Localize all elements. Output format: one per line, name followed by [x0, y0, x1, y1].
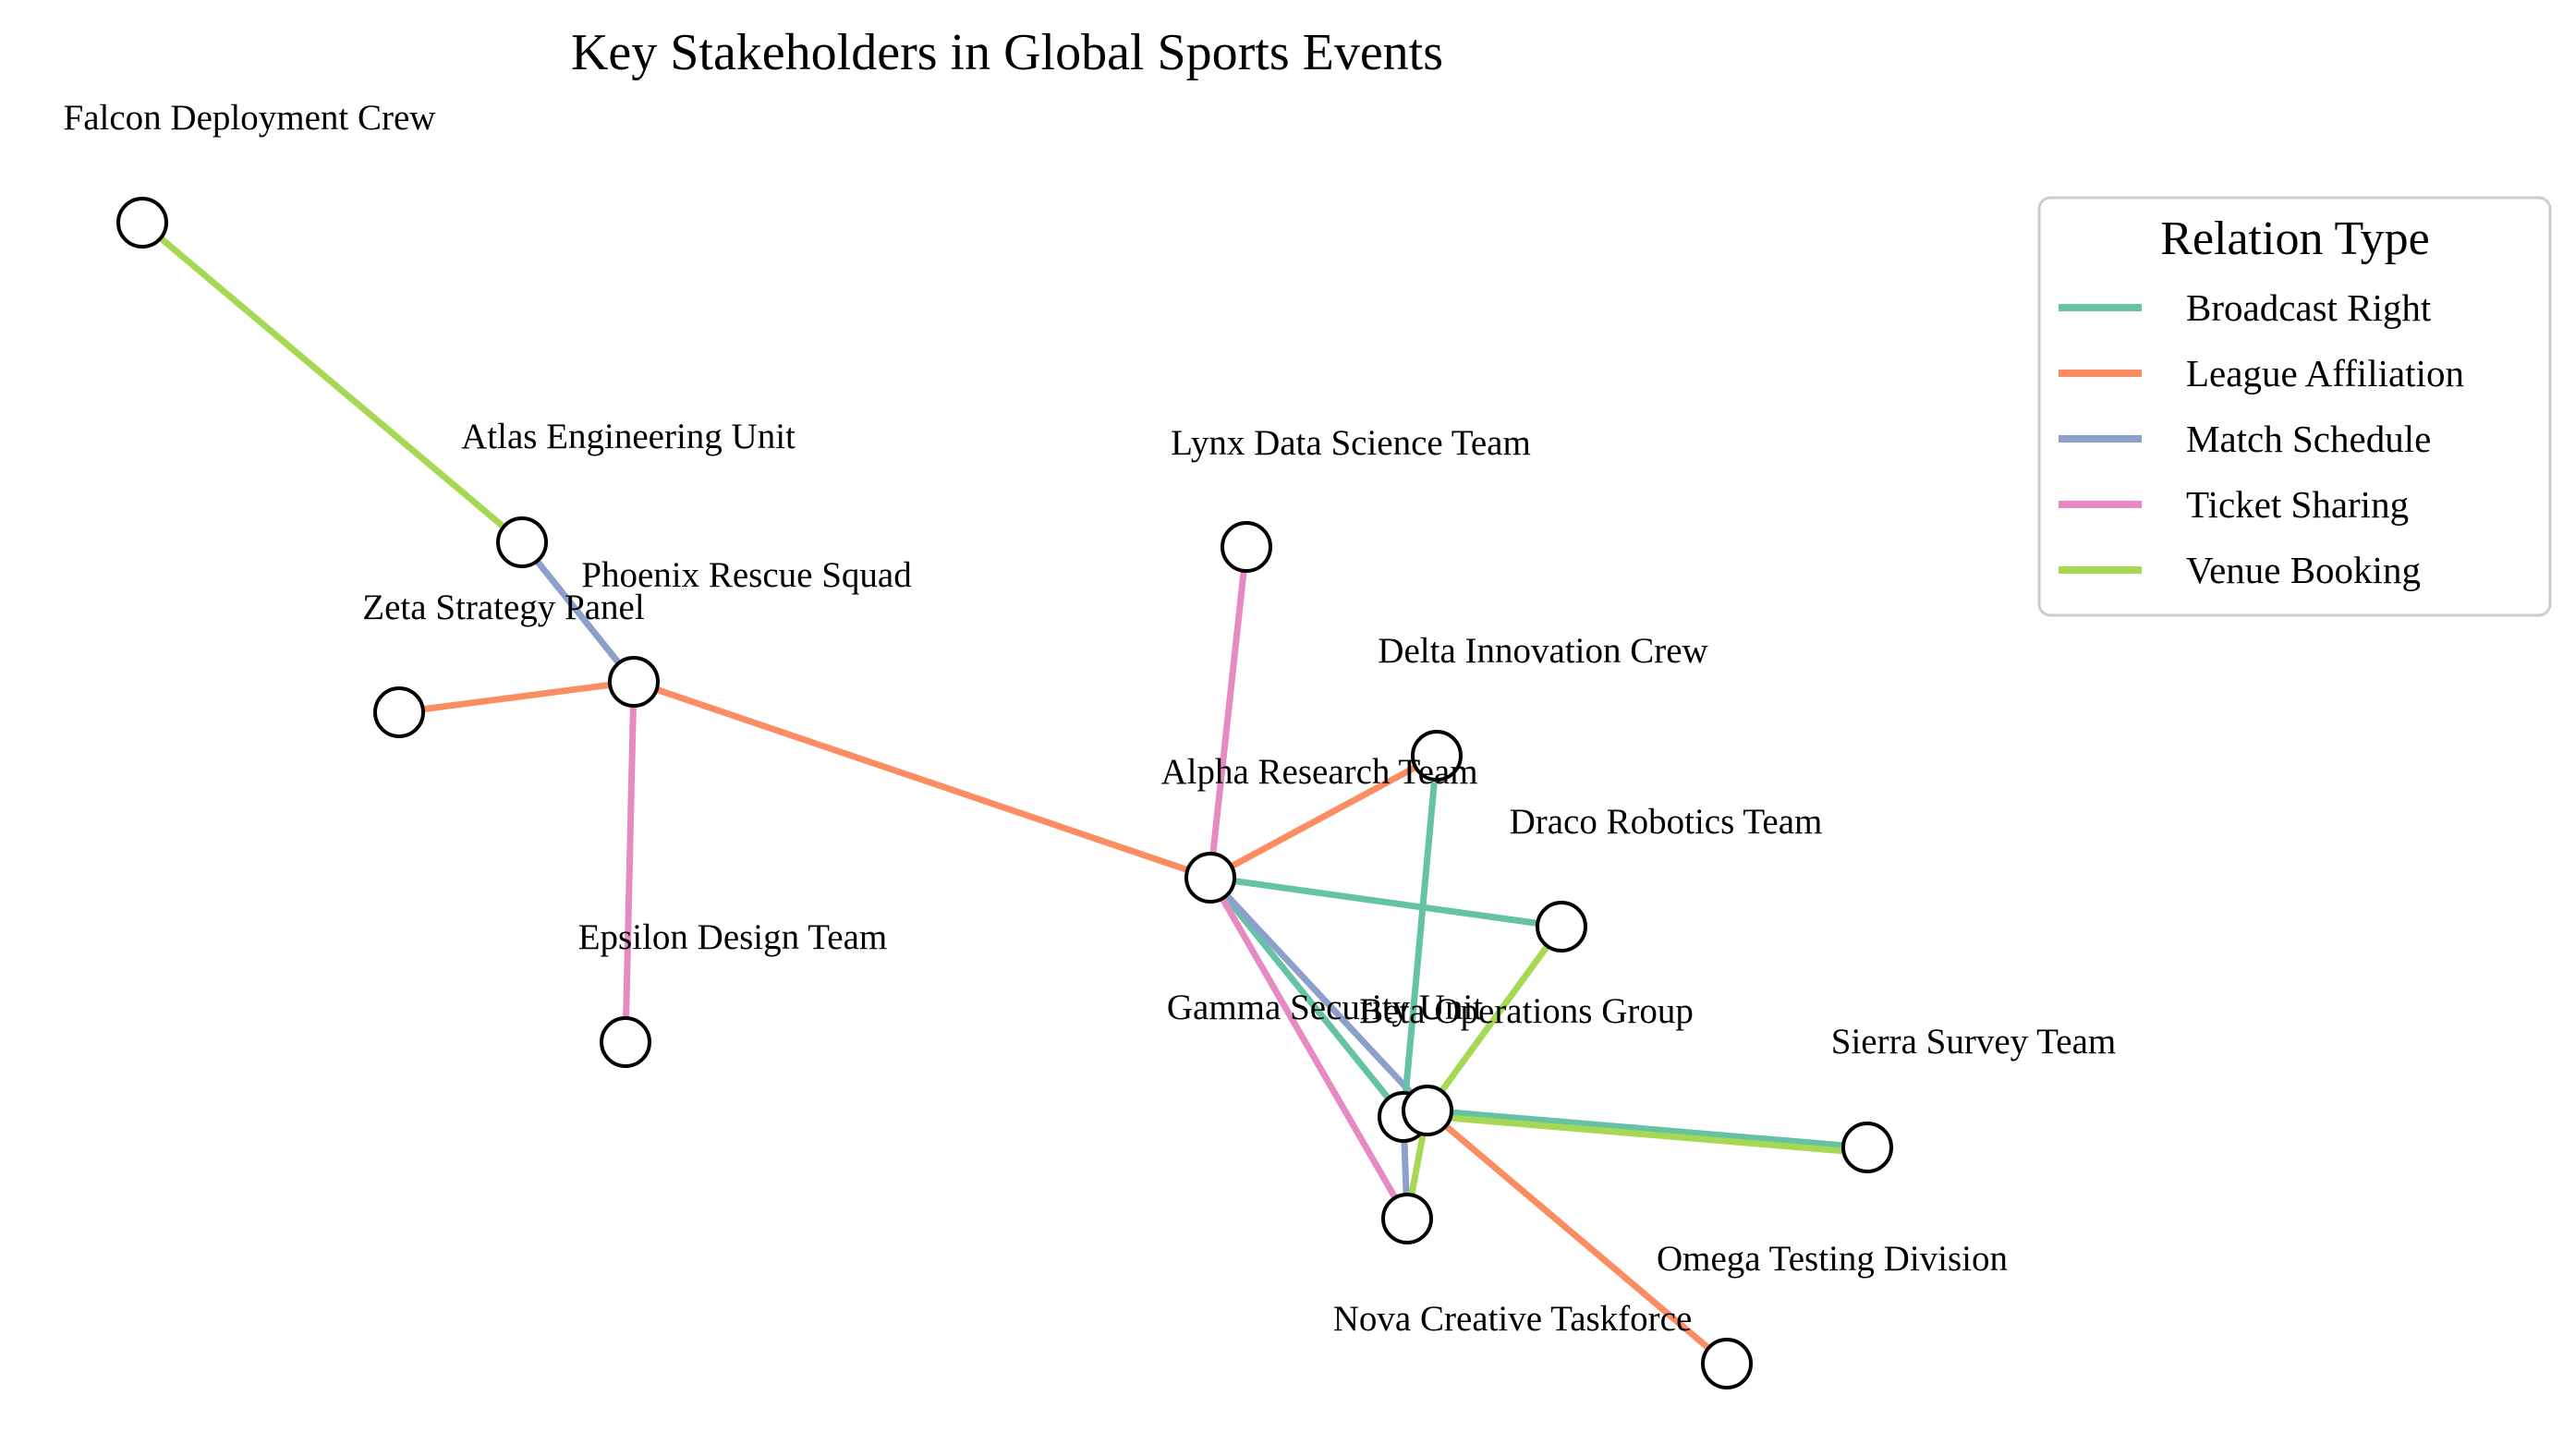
- edge-alpha-draco-broadcast-right: [1207, 874, 1565, 930]
- node-lynx[interactable]: [1221, 521, 1272, 573]
- label-layer: Falcon Deployment Crew Atlas Engineering …: [64, 98, 2117, 1339]
- node-label-sierra: Sierra Survey Team: [1831, 1022, 2116, 1062]
- legend: Relation Type Broadcast Right League Affi…: [2037, 196, 2552, 617]
- legend-item-ticket-sharing: Ticket Sharing: [2059, 483, 2409, 526]
- edge-beta-sierra-broadcast-right: [1424, 1107, 1871, 1151]
- edge-draco-beta-venue-booking: [1424, 923, 1565, 1114]
- edge-alpha-gamma-broadcast-right: [1207, 874, 1407, 1121]
- node-label-omega: Omega Testing Division: [1657, 1239, 2008, 1279]
- node-falcon[interactable]: [116, 197, 168, 249]
- node-layer: [116, 197, 1893, 1389]
- node-atlas[interactable]: [496, 516, 548, 568]
- node-phoenix[interactable]: [608, 656, 660, 708]
- edge-lynx-alpha-ticket-sharing: [1207, 543, 1250, 881]
- node-nova[interactable]: [1381, 1193, 1433, 1244]
- legend-label-match-schedule: Match Schedule: [2186, 418, 2431, 460]
- legend-label-venue-booking: Venue Booking: [2186, 549, 2421, 591]
- edge-alpha-delta-league-affiliation: [1207, 752, 1440, 881]
- legend-item-match-schedule: Match Schedule: [2059, 418, 2431, 460]
- node-epsilon[interactable]: [600, 1016, 651, 1068]
- edge-alpha-nova-ticket-sharing: [1207, 874, 1411, 1222]
- node-label-nova: Nova Creative Taskforce: [1333, 1299, 1693, 1339]
- node-sierra[interactable]: [1841, 1122, 1893, 1173]
- diagram-title: Key Stakeholders in Global Sports Events: [571, 24, 1443, 81]
- legend-label-ticket-sharing: Ticket Sharing: [2186, 483, 2409, 526]
- node-label-beta: Beta Operations Group: [1359, 991, 1694, 1031]
- legend-item-broadcast-right: Broadcast Right: [2059, 286, 2432, 329]
- node-label-delta: Delta Innovation Crew: [1378, 631, 1707, 671]
- edge-beta-sierra-venue-booking: [1423, 1112, 1870, 1157]
- edge-phoenix-alpha-league-affiliation: [630, 678, 1214, 881]
- node-label-lynx: Lynx Data Science Team: [1171, 423, 1531, 463]
- legend-label-league-affiliation: League Affiliation: [2186, 352, 2464, 394]
- legend-item-venue-booking: Venue Booking: [2059, 549, 2421, 591]
- node-draco[interactable]: [1536, 901, 1587, 952]
- edge-phoenix-epsilon-ticket-sharing: [622, 678, 638, 1046]
- node-label-zeta: Zeta Strategy Panel: [362, 588, 645, 627]
- node-label-atlas: Atlas Engineering Unit: [461, 417, 796, 456]
- node-omega[interactable]: [1701, 1338, 1753, 1389]
- node-label-gamma: Gamma Security Unit: [1167, 988, 1483, 1027]
- node-beta[interactable]: [1402, 1085, 1453, 1136]
- node-delta[interactable]: [1411, 730, 1463, 782]
- legend-box: [2037, 196, 2552, 617]
- node-alpha[interactable]: [1184, 852, 1236, 904]
- node-label-falcon: Falcon Deployment Crew: [64, 98, 436, 138]
- legend-label-broadcast-right: Broadcast Right: [2186, 286, 2432, 329]
- edge-falcon-atlas-venue-booking: [139, 219, 526, 546]
- legend-items: Broadcast Right League Affiliation Match S…: [2059, 286, 2464, 591]
- edge-beta-omega-league-affiliation: [1424, 1107, 1731, 1367]
- node-zeta[interactable]: [373, 686, 425, 738]
- edge-zeta-phoenix-league-affiliation: [395, 678, 638, 716]
- node-label-draco: Draco Robotics Team: [1510, 802, 1823, 842]
- legend-item-league-affiliation: League Affiliation: [2059, 352, 2464, 394]
- legend-title: Relation Type: [2160, 212, 2429, 265]
- node-label-alpha: Alpha Research Team: [1160, 752, 1477, 792]
- edge-delta-gamma-broadcast-right: [1400, 752, 1440, 1121]
- node-label-epsilon: Epsilon Design Team: [578, 917, 888, 957]
- edge-atlas-phoenix-match-schedule: [518, 539, 638, 686]
- edge-alpha-beta-match-schedule: [1207, 874, 1431, 1114]
- node-label-phoenix: Phoenix Rescue Squad: [581, 555, 912, 595]
- edge-layer: [139, 219, 1871, 1367]
